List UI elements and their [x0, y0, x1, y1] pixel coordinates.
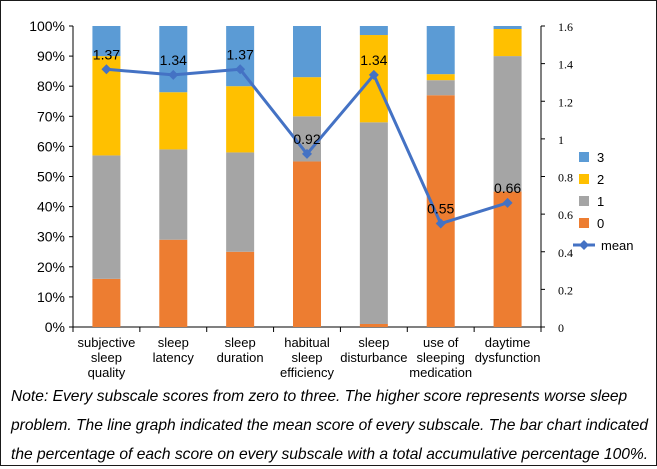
bar-segment-score-1 — [159, 149, 188, 240]
y-left-tick-label: 10% — [37, 289, 65, 305]
y-left-tick-label: 80% — [37, 78, 65, 94]
bar-segment-score-3 — [92, 26, 121, 57]
x-category-label: daytime — [485, 335, 531, 350]
mean-data-label: 1.34 — [360, 52, 387, 68]
y-right-tick-label: 1.6 — [558, 20, 573, 34]
bar-segment-score-3 — [359, 26, 388, 36]
y-right-tick-label: 0.8 — [558, 171, 573, 185]
mean-marker — [302, 148, 312, 159]
legend-swatch-score-0 — [579, 218, 589, 228]
y-left-tick-label: 20% — [37, 259, 65, 275]
bar-segment-score-3 — [426, 26, 455, 75]
bar-segment-score-1 — [426, 80, 455, 96]
mean-data-label: 0.66 — [494, 180, 521, 196]
y-right-tick-label: 1 — [558, 133, 564, 147]
x-category-label: sleep — [91, 350, 122, 365]
x-category-label: dysfunction — [475, 350, 541, 365]
y-left-tick-label: 60% — [37, 138, 65, 154]
legend-label-score-3: 3 — [597, 150, 604, 165]
mean-marker — [368, 69, 379, 80]
stacked-bar-line-chart: 0% 10% 20% 30% 40% 50% 60% 70% 80% 90% 100% 0 0.2 0.4… — [29, 18, 634, 380]
bar-segment-score-0 — [92, 278, 121, 327]
mean-data-label: 0.55 — [427, 201, 454, 217]
mean-marker — [235, 64, 246, 75]
x-category-label: sleep — [358, 335, 389, 350]
bar-segment-score-3 — [226, 26, 255, 87]
bar-segment-score-2 — [159, 92, 188, 150]
y-right-tick-label: 1.2 — [558, 95, 573, 109]
bar-segment-score-1 — [92, 155, 121, 279]
y-right-tick-label: 0.2 — [558, 283, 573, 297]
mean-data-label: 0.92 — [293, 131, 320, 147]
x-category-label: sleep — [158, 335, 189, 350]
x-category-label: medication — [409, 365, 472, 380]
x-category-label: habitual — [284, 335, 330, 350]
bar-segment-score-2 — [493, 29, 522, 57]
x-category-label: subjective — [78, 335, 136, 350]
x-category-label: latency — [153, 350, 195, 365]
y-left-tick-label: 70% — [37, 108, 65, 124]
legend-label-mean: mean — [601, 238, 634, 253]
bar-segment-score-0 — [426, 95, 455, 327]
bar-segment-score-1 — [493, 56, 522, 192]
x-category-label: sleep — [291, 350, 322, 365]
x-category-label: duration — [217, 350, 264, 365]
bar-segment-score-1 — [359, 122, 388, 324]
x-category-label: sleeping — [416, 350, 464, 365]
y-right-tick-label: 0.4 — [558, 246, 573, 260]
x-category-label: disturbance — [340, 350, 407, 365]
legend-marker-mean — [579, 240, 589, 250]
legend-label-score-1: 1 — [597, 194, 604, 209]
x-category-label: use of — [423, 335, 459, 350]
legend-swatch-score-2 — [579, 174, 589, 184]
y-left-tick-label: 0% — [45, 319, 65, 335]
legend-label-score-0: 0 — [597, 216, 604, 231]
mean-data-label: 1.37 — [93, 46, 120, 62]
figure-note: Note: Every subscale scores from zero to… — [11, 388, 649, 463]
bar-segment-score-2 — [426, 74, 455, 81]
y-left-tick-label: 90% — [37, 48, 65, 64]
y-left-tick-label: 40% — [37, 199, 65, 215]
mean-marker — [101, 64, 112, 75]
x-category-label: quality — [88, 365, 126, 380]
mean-data-label: 1.37 — [227, 46, 254, 62]
bar-segment-score-3 — [293, 26, 321, 78]
x-category-label: efficiency — [280, 365, 334, 380]
legend-swatch-score-1 — [579, 196, 589, 206]
mean-marker — [435, 218, 446, 229]
y-left-tick-label: 50% — [37, 169, 65, 185]
legend-swatch-score-3 — [579, 152, 589, 162]
x-category-label: sleep — [225, 335, 256, 350]
bar-segment-score-2 — [226, 86, 255, 153]
bar-segment-score-0 — [159, 239, 188, 327]
bar-segment-score-0 — [493, 191, 522, 327]
bar-segment-score-3 — [493, 26, 522, 30]
bar-segment-score-0 — [359, 323, 388, 327]
y-left-tick-label: 100% — [29, 18, 65, 34]
mean-marker — [168, 69, 179, 80]
y-right-tick-label: 0.6 — [558, 208, 573, 222]
bar-segment-score-3 — [159, 26, 188, 93]
mean-data-label: 1.34 — [160, 52, 187, 68]
bar-segment-score-1 — [226, 152, 255, 252]
mean-marker — [502, 197, 513, 208]
bar-segment-score-2 — [293, 77, 321, 117]
legend-label-score-2: 2 — [597, 172, 604, 187]
bar-segment-score-0 — [293, 161, 321, 327]
bar-segment-score-0 — [226, 251, 255, 327]
y-right-tick-label: 0 — [558, 321, 564, 335]
y-right-tick-label: 1.4 — [558, 58, 573, 72]
y-left-tick-label: 30% — [37, 229, 65, 245]
